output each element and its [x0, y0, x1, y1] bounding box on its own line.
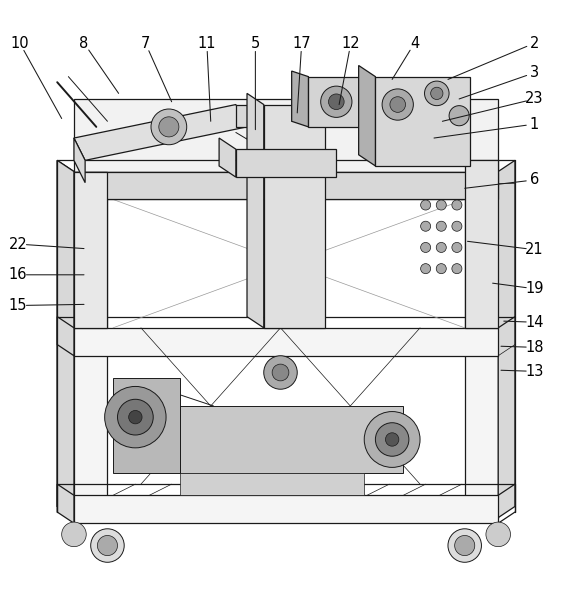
Circle shape [452, 243, 462, 252]
Polygon shape [219, 138, 236, 177]
Text: 10: 10 [11, 35, 29, 51]
Text: 4: 4 [410, 35, 419, 51]
Circle shape [272, 364, 289, 381]
Circle shape [105, 386, 166, 448]
Polygon shape [375, 76, 470, 166]
Polygon shape [113, 378, 180, 473]
Circle shape [159, 117, 179, 137]
Polygon shape [180, 406, 403, 473]
Circle shape [62, 522, 86, 547]
Text: 3: 3 [530, 65, 539, 80]
Circle shape [486, 522, 511, 547]
Circle shape [98, 535, 117, 555]
Polygon shape [74, 328, 498, 356]
Text: 16: 16 [9, 267, 27, 282]
Circle shape [431, 87, 443, 100]
Circle shape [454, 535, 475, 555]
Circle shape [449, 106, 469, 126]
Text: 6: 6 [530, 172, 539, 188]
Circle shape [421, 221, 431, 231]
Circle shape [321, 86, 352, 117]
Circle shape [151, 109, 187, 145]
Text: 7: 7 [141, 35, 150, 51]
Text: 11: 11 [197, 35, 216, 51]
Polygon shape [292, 71, 309, 127]
Polygon shape [74, 172, 108, 518]
Polygon shape [498, 160, 515, 518]
Polygon shape [74, 104, 247, 160]
Polygon shape [74, 496, 498, 523]
Circle shape [390, 97, 406, 112]
Circle shape [364, 412, 420, 467]
Circle shape [421, 263, 431, 274]
Polygon shape [74, 138, 85, 183]
Polygon shape [309, 76, 375, 127]
Circle shape [436, 243, 447, 252]
Polygon shape [57, 160, 74, 518]
Text: 13: 13 [525, 364, 544, 379]
Polygon shape [264, 104, 325, 328]
Circle shape [264, 356, 297, 389]
Circle shape [128, 411, 142, 424]
Circle shape [452, 221, 462, 231]
Circle shape [436, 221, 447, 231]
Text: 8: 8 [79, 35, 89, 51]
Text: 22: 22 [9, 236, 27, 252]
Text: 18: 18 [525, 340, 544, 355]
Text: 17: 17 [292, 35, 311, 51]
Circle shape [448, 529, 481, 562]
Text: 5: 5 [251, 35, 260, 51]
Polygon shape [465, 172, 498, 518]
Text: 21: 21 [525, 242, 544, 257]
Text: 1: 1 [530, 117, 539, 131]
Circle shape [385, 433, 399, 446]
Circle shape [421, 243, 431, 252]
Circle shape [421, 200, 431, 210]
Circle shape [329, 94, 344, 109]
Circle shape [425, 81, 449, 106]
Polygon shape [180, 473, 364, 496]
Circle shape [91, 529, 124, 562]
Polygon shape [236, 104, 247, 127]
Text: 15: 15 [9, 298, 27, 313]
Polygon shape [74, 172, 498, 199]
Circle shape [382, 89, 413, 120]
Text: 2: 2 [530, 35, 539, 51]
Circle shape [436, 200, 447, 210]
Text: 12: 12 [342, 35, 360, 51]
Polygon shape [74, 172, 498, 199]
Polygon shape [74, 99, 498, 172]
Polygon shape [74, 172, 108, 328]
Polygon shape [236, 149, 337, 177]
Text: 23: 23 [525, 92, 544, 106]
Circle shape [436, 263, 447, 274]
Circle shape [375, 423, 409, 456]
Circle shape [452, 263, 462, 274]
Circle shape [117, 399, 153, 435]
Polygon shape [57, 160, 74, 518]
Polygon shape [57, 484, 74, 523]
Polygon shape [57, 316, 74, 356]
Text: 19: 19 [525, 281, 544, 296]
Circle shape [452, 200, 462, 210]
Polygon shape [465, 160, 498, 328]
Text: 14: 14 [525, 315, 544, 330]
Polygon shape [247, 93, 264, 328]
Polygon shape [358, 65, 375, 166]
